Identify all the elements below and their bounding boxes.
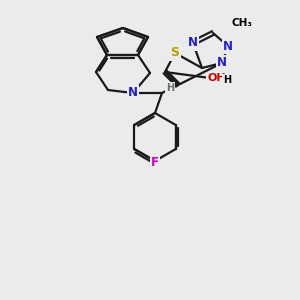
Text: H: H (166, 83, 174, 93)
Text: F: F (151, 157, 159, 169)
Text: N: N (128, 86, 138, 100)
Text: N: N (217, 56, 227, 70)
Text: N: N (188, 37, 198, 50)
Text: N: N (223, 40, 233, 52)
Text: OH: OH (208, 73, 226, 83)
Text: S: S (170, 46, 179, 59)
Text: H: H (223, 75, 231, 85)
Text: CH₃: CH₃ (232, 18, 253, 28)
